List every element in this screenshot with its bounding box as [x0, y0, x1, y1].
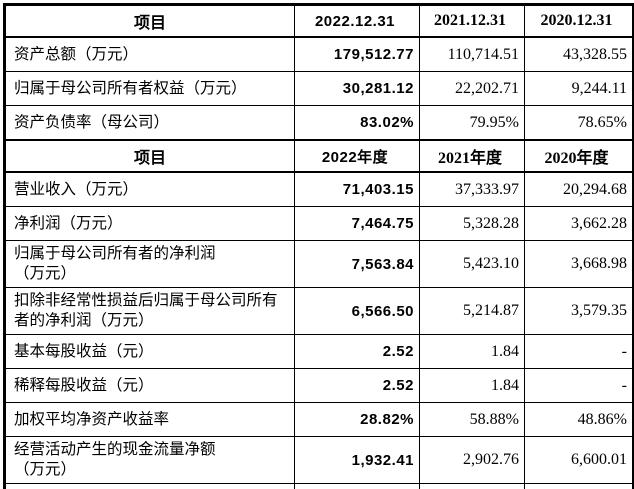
- value-2022: 2.52: [294, 368, 420, 403]
- value-2022: 6,566.50: [294, 287, 420, 335]
- row-label: 扣除非经常性损益后归属于母公司所有 者的净利润（万元）: [4, 287, 295, 335]
- row-label: 资产负债率（母公司）: [4, 105, 295, 141]
- header-item-label: 项目: [4, 4, 295, 38]
- value-2020: -: [524, 334, 634, 369]
- row-label: 稀释每股收益（元）: [4, 368, 295, 403]
- row-label: 归属于母公司所有者的净利润 （万元）: [4, 240, 295, 288]
- table-row-net-profit: 净利润（万元） 7,464.75 5,328.28 3,662.28: [4, 206, 634, 241]
- row-label: 加权平均净资产收益率: [4, 402, 295, 437]
- table-row-diluted-eps: 稀释每股收益（元） 2.52 1.84 -: [4, 368, 634, 403]
- value-2021: 2,902.76: [419, 436, 525, 484]
- value-2021: 79.95%: [419, 105, 525, 141]
- row-label: 资产总额（万元）: [4, 36, 295, 72]
- value-2021: 1.84: [419, 368, 525, 403]
- value-2021: 58.88%: [419, 402, 525, 437]
- row-label: 归属于母公司所有者权益（万元）: [4, 71, 295, 106]
- value-2021: 5,328.28: [419, 206, 525, 241]
- table-row-operating-cash-flow: 经营活动产生的现金流量净额 （万元） 1,932.41 2,902.76 6,6…: [4, 436, 634, 484]
- value-2022: 179,512.77: [294, 36, 420, 72]
- value-2021: 110,714.51: [419, 36, 525, 72]
- value-2021: 37,333.97: [419, 171, 525, 207]
- value-2020: 78.65%: [524, 105, 634, 141]
- row-label: 经营活动产生的现金流量净额 （万元）: [4, 436, 295, 484]
- table-row-deducted-net-profit: 扣除非经常性损益后归属于母公司所有 者的净利润（万元） 6,566.50 5,2…: [4, 287, 634, 335]
- value-2021: 5,214.87: [419, 287, 525, 335]
- value-2022: 30,281.12: [294, 71, 420, 106]
- value-2022: –: [294, 483, 420, 489]
- value-2022: 83.02%: [294, 105, 420, 141]
- table-row-cash-dividend: 现金分红（万元） – 3,500.00 1,200.00: [4, 483, 634, 489]
- header-year-2020: 2020年度: [524, 139, 634, 173]
- value-2022: 7,563.84: [294, 240, 420, 288]
- header-date-2022: 2022.12.31: [294, 4, 420, 38]
- table-row-weighted-avg-roe: 加权平均净资产收益率 28.82% 58.88% 48.86%: [4, 402, 634, 437]
- table-header-balance-sheet: 项目 2022.12.31 2021.12.31 2020.12.31: [4, 4, 634, 38]
- header-item-label: 项目: [4, 139, 295, 173]
- row-label: 营业收入（万元）: [4, 171, 295, 207]
- value-2020: 3,668.98: [524, 240, 634, 288]
- value-2021: 1.84: [419, 334, 525, 369]
- table-row-parent-equity: 归属于母公司所有者权益（万元） 30,281.12 22,202.71 9,24…: [4, 71, 634, 106]
- header-year-2021: 2021年度: [419, 139, 525, 173]
- table-header-income-statement: 项目 2022年度 2021年度 2020年度: [4, 139, 634, 173]
- value-2020: 3,662.28: [524, 206, 634, 241]
- value-2020: 20,294.68: [524, 171, 634, 207]
- header-date-2020: 2020.12.31: [524, 4, 634, 38]
- value-2022: 1,932.41: [294, 436, 420, 484]
- table-row-debt-ratio: 资产负债率（母公司） 83.02% 79.95% 78.65%: [4, 105, 634, 141]
- value-2020: 43,328.55: [524, 36, 634, 72]
- value-2021: 3,500.00: [419, 483, 525, 489]
- value-2020: 1,200.00: [524, 483, 634, 489]
- value-2020: 6,600.01: [524, 436, 634, 484]
- value-2022: 2.52: [294, 334, 420, 369]
- table-row-basic-eps: 基本每股收益（元） 2.52 1.84 -: [4, 334, 634, 369]
- value-2020: 48.86%: [524, 402, 634, 437]
- table-row-operating-revenue: 营业收入（万元） 71,403.15 37,333.97 20,294.68: [4, 171, 634, 207]
- row-label: 基本每股收益（元）: [4, 334, 295, 369]
- value-2020: 3,579.35: [524, 287, 634, 335]
- value-2020: -: [524, 368, 634, 403]
- table-row-parent-net-profit: 归属于母公司所有者的净利润 （万元） 7,563.84 5,423.10 3,6…: [4, 240, 634, 288]
- value-2020: 9,244.11: [524, 71, 634, 106]
- financial-summary-table: 项目 2022.12.31 2021.12.31 2020.12.31 资产总额…: [3, 3, 634, 489]
- row-label: 现金分红（万元）: [4, 483, 295, 489]
- value-2022: 28.82%: [294, 402, 420, 437]
- header-date-2021: 2021.12.31: [419, 4, 525, 38]
- table-row-total-assets: 资产总额（万元） 179,512.77 110,714.51 43,328.55: [4, 36, 634, 72]
- value-2021: 5,423.10: [419, 240, 525, 288]
- value-2021: 22,202.71: [419, 71, 525, 106]
- value-2022: 7,464.75: [294, 206, 420, 241]
- value-2022: 71,403.15: [294, 171, 420, 207]
- header-year-2022: 2022年度: [294, 139, 420, 173]
- row-label: 净利润（万元）: [4, 206, 295, 241]
